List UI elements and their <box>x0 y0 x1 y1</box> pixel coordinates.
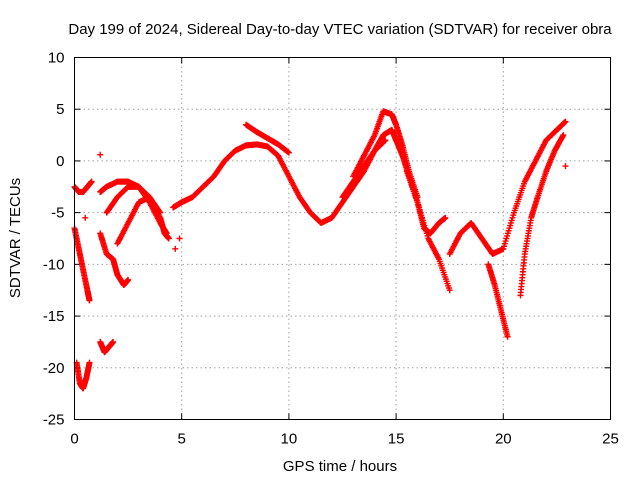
series-arc-upper <box>243 121 292 156</box>
x-tick-label: 20 <box>495 431 512 448</box>
series-arc-side <box>339 137 389 201</box>
data-point <box>82 214 89 221</box>
series-arc-left-h <box>103 183 170 237</box>
grid-lines <box>74 57 611 420</box>
chart-title: Day 199 of 2024, Sidereal Day-to-day VTE… <box>68 21 612 38</box>
x-tick-label: 15 <box>388 431 405 448</box>
data-point <box>560 132 567 139</box>
series-arc-left-g <box>114 194 172 247</box>
series-arc-main <box>170 126 449 237</box>
series-arc-left-e <box>97 230 132 289</box>
data-point <box>504 333 511 340</box>
y-tick-label: -5 <box>51 205 64 222</box>
x-tick-labels: 0 5 10 15 20 25 <box>70 431 619 448</box>
y-tick-label: 0 <box>56 153 64 170</box>
series-arc-left-c <box>73 359 93 392</box>
x-axis-label: GPS time / hours <box>283 458 397 475</box>
y-tick-label: 5 <box>56 101 64 118</box>
y-tick-label: 10 <box>48 50 65 67</box>
data-point <box>446 287 453 294</box>
data-point <box>442 214 449 221</box>
data-point <box>165 235 172 242</box>
series-arc-right-low <box>485 261 511 340</box>
data-point <box>562 163 569 170</box>
data-point <box>381 137 388 144</box>
data-point <box>86 297 93 304</box>
series-arc-right-rise <box>517 132 567 299</box>
y-tick-labels: -25 -20 -15 -10 -5 0 5 10 <box>43 50 65 429</box>
y-tick-label: -25 <box>43 412 65 429</box>
x-tick-label: 25 <box>602 431 619 448</box>
plot-frame <box>74 57 611 420</box>
y-tick-label: -15 <box>43 308 65 325</box>
data-point <box>176 235 183 242</box>
data-point <box>125 276 132 283</box>
data-point <box>110 338 117 345</box>
series-arc-right <box>446 118 569 258</box>
data-points <box>71 108 569 392</box>
data-point <box>382 137 389 144</box>
data-point <box>86 359 93 366</box>
y-tick-label: -10 <box>43 256 65 273</box>
x-tick-label: 10 <box>281 431 298 448</box>
x-tick-label: 0 <box>70 431 78 448</box>
series-arc-left-d <box>97 338 117 356</box>
series-arc-left-b <box>71 225 93 304</box>
y-axis-label: SDTVAR / TECUs <box>7 178 24 298</box>
data-point <box>172 245 179 252</box>
y-tick-label: -20 <box>43 360 65 377</box>
data-point <box>562 118 569 125</box>
data-point <box>97 151 104 158</box>
data-point <box>285 149 292 156</box>
series-isolated <box>82 151 569 252</box>
data-point <box>163 230 170 237</box>
series-arc-descent <box>403 168 453 294</box>
data-point <box>88 178 95 185</box>
series-arc-left-a <box>71 178 95 195</box>
x-tick-label: 5 <box>178 431 186 448</box>
